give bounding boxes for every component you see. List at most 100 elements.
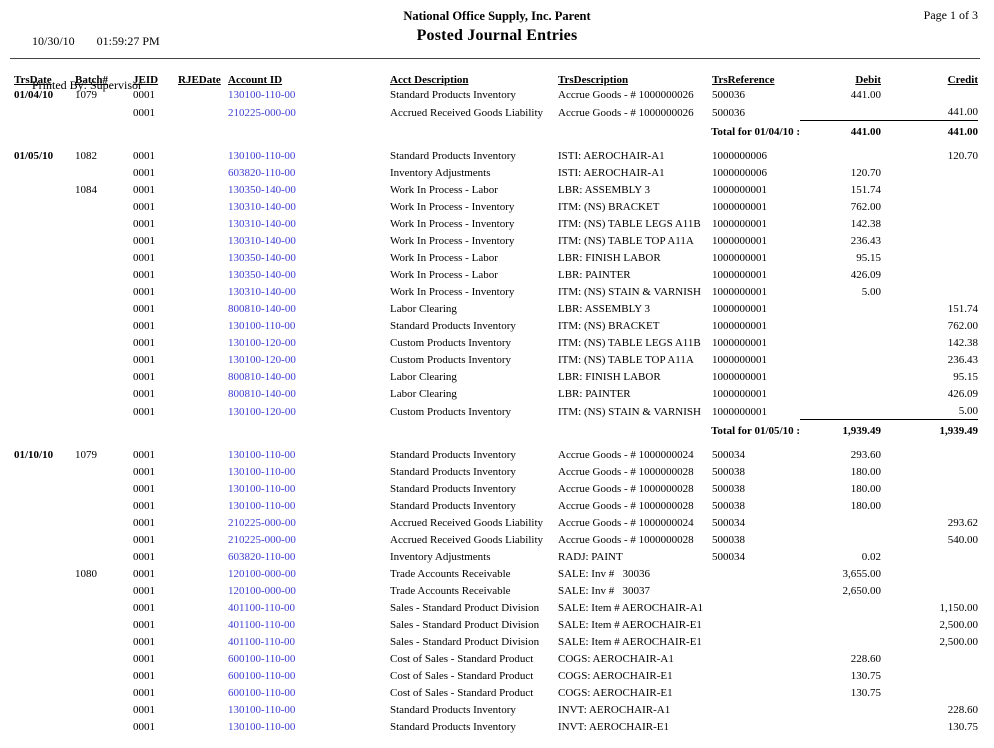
cell-trs-description: SALE: Item # AEROCHAIR-E1 bbox=[558, 619, 702, 631]
account-id-link[interactable]: 210225-000-00 bbox=[228, 534, 296, 546]
cell-debit: 95.15 bbox=[856, 252, 881, 264]
table-row: 0001 130100-110-00 Standard Products Inven… bbox=[14, 701, 978, 718]
cell-jeid: 0001 bbox=[133, 704, 155, 716]
cell-trs-description: RADJ: PAINT bbox=[558, 551, 623, 563]
account-id-link[interactable]: 210225-000-00 bbox=[228, 517, 296, 529]
cell-acct-description: Accrued Received Goods Liability bbox=[390, 517, 544, 529]
account-id-link[interactable]: 130100-110-00 bbox=[228, 320, 296, 332]
account-id-link[interactable]: 130350-140-00 bbox=[228, 269, 296, 281]
account-id-link[interactable]: 130310-140-00 bbox=[228, 218, 296, 230]
cell-rjedate bbox=[178, 385, 228, 402]
cell-trs-reference: 1000000001 bbox=[712, 286, 767, 298]
account-id-link[interactable]: 130100-120-00 bbox=[228, 405, 296, 418]
account-id-link[interactable]: 603820-110-00 bbox=[228, 167, 296, 179]
account-id-link[interactable]: 130350-140-00 bbox=[228, 252, 296, 264]
account-id-link[interactable]: 130100-110-00 bbox=[228, 500, 296, 512]
cell-jeid: 0001 bbox=[133, 371, 155, 383]
account-id-link[interactable]: 130100-110-00 bbox=[228, 150, 296, 162]
cell-rjedate bbox=[178, 368, 228, 385]
cell-trsdate bbox=[14, 266, 75, 283]
cell-acct-description: Work In Process - Inventory bbox=[390, 201, 515, 213]
cell-debit bbox=[800, 368, 881, 385]
cell-acct-description: Work In Process - Inventory bbox=[390, 286, 515, 298]
account-id-link[interactable]: 130350-140-00 bbox=[228, 184, 296, 196]
cell-trs-description: COGS: AEROCHAIR-A1 bbox=[558, 653, 674, 665]
cell-debit bbox=[800, 599, 881, 616]
cell-trs-description: ISTI: AEROCHAIR-A1 bbox=[558, 150, 665, 162]
cell-credit bbox=[881, 215, 978, 232]
account-id-link[interactable]: 800810-140-00 bbox=[228, 371, 296, 383]
cell-acct-description: Work In Process - Labor bbox=[390, 269, 498, 281]
cell-acct-description: Cost of Sales - Standard Product bbox=[390, 687, 534, 699]
account-id-link[interactable]: 800810-140-00 bbox=[228, 388, 296, 400]
account-id-link[interactable]: 130100-110-00 bbox=[228, 483, 296, 495]
cell-jeid: 0001 bbox=[133, 517, 155, 529]
table-row: 0001 210225-000-00 Accrued Received Goods … bbox=[14, 514, 978, 531]
cell-debit bbox=[800, 385, 881, 402]
account-id-link[interactable]: 130100-110-00 bbox=[228, 449, 296, 461]
cell-jeid: 0001 bbox=[133, 653, 155, 665]
account-id-link[interactable]: 800810-140-00 bbox=[228, 303, 296, 315]
cell-trs-description: ITM: (NS) TABLE LEGS A11B bbox=[558, 337, 701, 349]
account-id-link[interactable]: 130310-140-00 bbox=[228, 235, 296, 247]
table-row: 0001 800810-140-00 Labor Clearing LBR: PAIN… bbox=[14, 385, 978, 402]
cell-rjedate bbox=[178, 497, 228, 514]
account-id-link[interactable]: 603820-110-00 bbox=[228, 551, 296, 563]
account-id-link[interactable]: 130310-140-00 bbox=[228, 286, 296, 298]
cell-rjedate bbox=[178, 531, 228, 548]
account-id-link[interactable]: 120100-000-00 bbox=[228, 568, 296, 580]
table-row: 0001 120100-000-00 Trade Accounts Receivab… bbox=[14, 582, 978, 599]
cell-trs-description: Accrue Goods - # 1000000026 bbox=[558, 106, 694, 119]
account-id-link[interactable]: 600100-110-00 bbox=[228, 670, 296, 682]
account-id-link[interactable]: 130100-110-00 bbox=[228, 89, 296, 101]
account-id-link[interactable]: 130100-120-00 bbox=[228, 337, 296, 349]
cell-trs-description: Accrue Goods - # 1000000024 bbox=[558, 449, 694, 461]
account-id-link[interactable]: 600100-110-00 bbox=[228, 687, 296, 699]
account-id-link[interactable]: 401100-110-00 bbox=[228, 619, 296, 631]
cell-credit bbox=[881, 548, 978, 565]
cell-debit bbox=[800, 351, 881, 368]
cell-rjedate bbox=[178, 317, 228, 334]
cell-trsdate bbox=[14, 181, 75, 198]
cell-rjedate bbox=[178, 633, 228, 650]
spacer-cell bbox=[14, 439, 978, 446]
account-id-link[interactable]: 210225-000-00 bbox=[228, 106, 296, 119]
account-id-link[interactable]: 401100-110-00 bbox=[228, 636, 296, 648]
cell-trs-description: LBR: FINISH LABOR bbox=[558, 371, 661, 383]
cell-jeid: 0001 bbox=[133, 534, 155, 546]
cell-acct-description: Standard Products Inventory bbox=[390, 721, 516, 733]
account-id-link[interactable]: 130100-110-00 bbox=[228, 466, 296, 478]
table-row: 0001 130310-140-00 Work In Process - Inven… bbox=[14, 215, 978, 232]
cell-trs-description: ITM: (NS) BRACKET bbox=[558, 201, 660, 213]
account-id-link[interactable]: 130100-110-00 bbox=[228, 704, 296, 716]
cell-rjedate bbox=[178, 266, 228, 283]
table-row: 0001 130100-110-00 Standard Products Inven… bbox=[14, 480, 978, 497]
cell-trs-description: Accrue Goods - # 1000000028 bbox=[558, 483, 694, 495]
cell-jeid: 0001 bbox=[133, 466, 155, 478]
cell-jeid: 0001 bbox=[133, 483, 155, 495]
cell-trsdate bbox=[14, 215, 75, 232]
cell-trs-reference: 1000000006 bbox=[712, 150, 767, 162]
account-id-link[interactable]: 401100-110-00 bbox=[228, 602, 296, 614]
cell-jeid: 0001 bbox=[133, 354, 155, 366]
cell-batch bbox=[75, 402, 133, 420]
cell-debit: 441.00 bbox=[850, 89, 881, 101]
header-divider bbox=[10, 58, 980, 59]
account-id-link[interactable]: 130100-120-00 bbox=[228, 354, 296, 366]
cell-trs-reference bbox=[712, 599, 800, 616]
table-row: 0001 130310-140-00 Work In Process - Inven… bbox=[14, 232, 978, 249]
account-id-link[interactable]: 130310-140-00 bbox=[228, 201, 296, 213]
cell-trs-reference: 1000000001 bbox=[712, 201, 767, 213]
cell-acct-description: Work In Process - Inventory bbox=[390, 235, 515, 247]
cell-jeid: 0001 bbox=[133, 687, 155, 699]
cell-credit: 426.09 bbox=[947, 388, 978, 400]
cell-batch bbox=[75, 463, 133, 480]
report-titles: National Office Supply, Inc. Parent Post… bbox=[0, 8, 994, 48]
account-id-link[interactable]: 120100-000-00 bbox=[228, 585, 296, 597]
account-id-link[interactable]: 600100-110-00 bbox=[228, 653, 296, 665]
account-id-link[interactable]: 130100-110-00 bbox=[228, 721, 296, 733]
cell-batch bbox=[75, 718, 133, 735]
cell-batch: 1080 bbox=[75, 568, 97, 580]
printed-time: 01:59:27 PM bbox=[96, 34, 160, 48]
cell-credit bbox=[881, 480, 978, 497]
